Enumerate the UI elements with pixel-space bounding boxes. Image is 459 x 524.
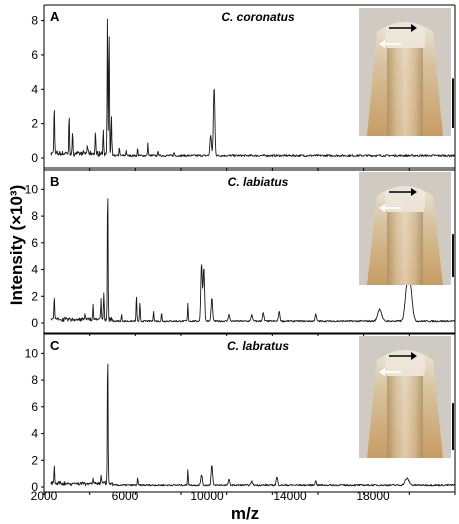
- y-tick-label: 8: [31, 373, 38, 387]
- panel-label: A: [50, 9, 60, 24]
- specimen-interior: [387, 376, 423, 458]
- microscopy-image: [359, 336, 454, 458]
- specimen-head-capsule: [385, 190, 425, 212]
- microscopy-image: [359, 8, 454, 136]
- x-tick-labels: 2000 6000 10000 14000 18000: [31, 489, 390, 503]
- specimen-head-capsule: [385, 26, 425, 48]
- black-arrow-head-icon: [411, 352, 417, 360]
- spectrum-line: [50, 18, 456, 158]
- x-tick-label: 18000: [356, 489, 390, 503]
- y-tick-label: 0: [31, 316, 38, 330]
- black-arrow-head-icon: [411, 24, 417, 32]
- species-name: C. coronatus: [221, 10, 295, 24]
- spectrum-panel-b: 0 2 4 6 8 10 B C. labiatus: [25, 169, 456, 336]
- specimen-head-capsule: [385, 354, 425, 376]
- y-tick-label: 2: [31, 117, 38, 131]
- x-tick-label: 10000: [190, 489, 224, 503]
- y-tick-label: 0: [31, 151, 38, 165]
- spectrum-line: [50, 363, 456, 487]
- specimen-interior: [387, 48, 423, 136]
- spectrum-panel-a: 0 2 4 6 8 A C. coronatus: [31, 4, 456, 171]
- y-axis-label: Intensity (×10³): [7, 185, 26, 305]
- x-tick-label: 6000: [112, 489, 139, 503]
- black-arrow-head-icon: [411, 188, 417, 196]
- y-tick-label: 4: [31, 82, 38, 96]
- species-name: C. labratus: [227, 339, 289, 353]
- panel-label: B: [50, 174, 59, 189]
- y-tick-label: 0: [31, 480, 38, 494]
- specimen-interior: [387, 212, 423, 285]
- y-tick-label: 6: [31, 400, 38, 414]
- y-tick-label: 2: [31, 453, 38, 467]
- x-tick-label: 14000: [273, 489, 307, 503]
- white-arrow-head-icon: [379, 204, 385, 212]
- y-tick-label: 4: [31, 263, 38, 277]
- spectrum-line: [50, 198, 456, 323]
- x-tick-label: 2000: [31, 489, 58, 503]
- y-tick-label: 2: [31, 289, 38, 303]
- spectrum-panel-c: 0 2 4 6 8 10 C C. labratus: [25, 333, 456, 495]
- panel-label: C: [50, 338, 60, 353]
- microscopy-image: [359, 172, 454, 285]
- species-name: C. labiatus: [228, 175, 289, 189]
- white-arrow-head-icon: [379, 368, 385, 376]
- y-tick-label: 10: [25, 182, 39, 196]
- y-tick-label: 6: [31, 48, 38, 62]
- y-tick-label: 8: [31, 209, 38, 223]
- x-axis-label: m/z: [231, 504, 259, 523]
- y-tick-label: 10: [25, 346, 39, 360]
- y-tick-label: 6: [31, 236, 38, 250]
- white-arrow-head-icon: [379, 40, 385, 48]
- y-tick-label: 8: [31, 14, 38, 28]
- y-tick-label: 4: [31, 427, 38, 441]
